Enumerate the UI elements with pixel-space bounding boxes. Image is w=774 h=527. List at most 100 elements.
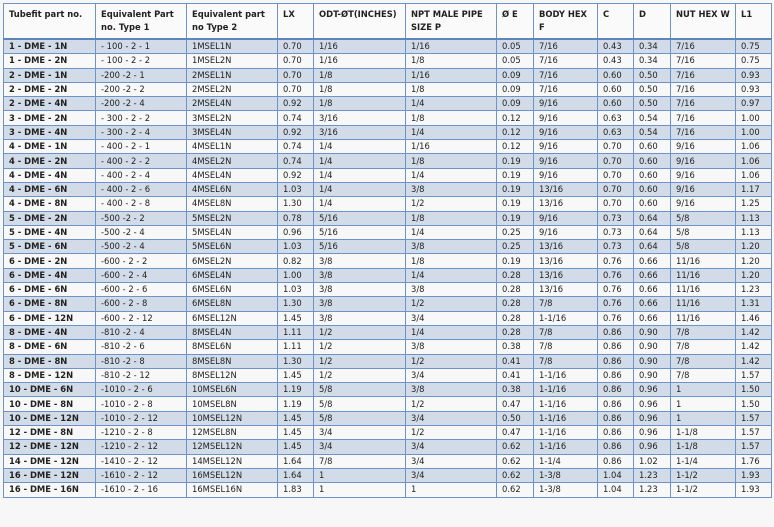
table-cell: 1.42 [735,324,772,341]
table-cell: 1.23 [633,482,671,498]
table-cell: 1/4 [313,153,406,169]
table-cell: 7/8 [533,296,598,312]
table-cell: 0.63 [597,124,634,141]
table-cell: 1.45 [277,310,314,326]
table-cell: 11/16 [670,310,736,326]
part-number-cell: 6 - DME - 12N [3,310,96,326]
table-cell: 6MSEL6N [186,282,278,298]
table-cell: 1MSEL2N [186,53,278,69]
table-row: 5 - DME - 4N -500 -2 - 4 5MSEL4N 0.96 5/16 1/… [3,224,772,241]
table-row: 6 - DME - 12N -600 - 2 - 12 6MSEL12N 1.45 3/… [3,310,772,326]
table-cell: 0.86 [597,439,634,455]
table-cell: 9/16 [533,139,598,155]
table-cell: -500 -2 - 4 [95,239,187,255]
table-cell: 0.76 [597,253,634,269]
table-cell: 0.50 [633,96,671,112]
part-number-cell: 3 - DME - 4N [3,124,96,141]
table-cell: 3/4 [313,425,406,441]
table-cell: 0.09 [496,67,534,83]
column-header: C [597,3,634,40]
table-cell: 3MSEL2N [186,110,278,126]
table-cell: 1/2 [405,296,497,312]
table-cell: 1/8 [405,210,497,226]
table-cell: 1-1/4 [533,453,598,469]
table-cell: 3MSEL4N [186,124,278,141]
table-cell: 9/16 [533,167,598,183]
table-cell: 1-3/8 [533,482,598,498]
table-cell: 5/16 [313,224,406,241]
table-cell: 0.60 [633,181,671,198]
table-cell: 1-1/2 [670,482,736,498]
table-cell: 3/4 [405,410,497,427]
table-cell: 14MSEL12N [186,453,278,469]
table-cell: 11/16 [670,253,736,269]
table-cell: 0.19 [496,167,534,183]
table-cell: 0.70 [277,81,314,98]
table-row: 2 - DME - 2N -200 -2 - 2 2MSEL2N 0.70 1/8 1/8… [3,81,772,98]
table-cell: 1.13 [735,224,772,241]
table-cell: 0.43 [597,53,634,69]
table-cell: 0.47 [496,425,534,441]
table-cell: 9/16 [670,167,736,183]
table-cell: 0.76 [597,310,634,326]
table-cell: 0.96 [633,410,671,427]
table-cell: 1.06 [735,139,772,155]
table-header: Tubefit part no. Equivalent Part no. Type… [3,3,772,40]
table-cell: 1 [670,396,736,412]
table-cell: 1.00 [735,124,772,141]
table-cell: 0.62 [496,482,534,498]
table-cell: 1/8 [313,67,406,83]
table-cell: 1/4 [405,324,497,341]
table-cell: 13/16 [533,253,598,269]
table-cell: 3/16 [313,110,406,126]
table-cell: 1.57 [735,367,772,384]
table-cell: 0.19 [496,153,534,169]
table-cell: 0.70 [597,167,634,183]
table-cell: - 400 - 2 - 1 [95,139,187,155]
table-row: 12 - DME - 12N -1210 - 2 - 12 12MSEL12N 1.4… [3,439,772,455]
table-cell: 3/4 [405,467,497,484]
table-cell: -500 -2 - 4 [95,224,187,241]
table-row: 4 - DME - 2N - 400 - 2 - 2 4MSEL2N 0.74 1/4 1… [3,153,772,169]
table-cell: 0.97 [735,96,772,112]
table-cell: 1.03 [277,181,314,198]
part-number-cell: 4 - DME - 4N [3,167,96,183]
part-number-cell: 8 - DME - 6N [3,339,96,355]
table-cell: 1-1/16 [533,367,598,384]
table-cell: - 300 - 2 - 4 [95,124,187,141]
table-cell: 7/16 [670,67,736,83]
table-cell: 3/8 [313,253,406,269]
table-cell: 0.38 [496,382,534,398]
table-cell: 1-1/16 [533,439,598,455]
table-cell: 1/8 [405,153,497,169]
table-cell: 0.96 [633,382,671,398]
table-cell: 7/16 [670,96,736,112]
table-cell: 8MSEL12N [186,367,278,384]
table-cell: 1.83 [277,482,314,498]
table-cell: 5MSEL2N [186,210,278,226]
table-cell: 1.20 [735,253,772,269]
table-cell: 0.73 [597,224,634,241]
table-cell: - 400 - 2 - 2 [95,153,187,169]
table-row: 14 - DME - 12N -1410 - 2 - 12 14MSEL12N 1.6… [3,453,772,469]
table-cell: 11/16 [670,267,736,284]
table-row: 6 - DME - 2N -600 - 2 - 2 6MSEL2N 0.82 3/8 1/… [3,253,772,269]
table-cell: 0.90 [633,367,671,384]
table-cell: 0.70 [597,139,634,155]
table-cell: 0.28 [496,310,534,326]
table-cell: 1/16 [313,53,406,69]
table-row: 8 - DME - 12N -810 -2 - 12 8MSEL12N 1.45 1/2… [3,367,772,384]
table-cell: 1.57 [735,425,772,441]
table-cell: 1MSEL1N [186,38,278,55]
table-cell: 0.60 [633,167,671,183]
table-row: 6 - DME - 4N -600 - 2 - 4 6MSEL4N 1.00 3/8 1/… [3,267,772,284]
part-number-cell: 2 - DME - 2N [3,81,96,98]
table-row: 16 - DME - 16N -1610 - 2 - 16 16MSEL16N 1.8… [3,482,772,498]
table-cell: 10MSEL12N [186,410,278,427]
table-cell: 9/16 [533,153,598,169]
table-cell: 7/8 [670,339,736,355]
table-cell: -1010 - 2 - 6 [95,382,187,398]
table-cell: -1610 - 2 - 12 [95,467,187,484]
table-row: 4 - DME - 1N - 400 - 2 - 1 4MSEL1N 0.74 1/4 1… [3,139,772,155]
table-cell: 1/2 [313,324,406,341]
